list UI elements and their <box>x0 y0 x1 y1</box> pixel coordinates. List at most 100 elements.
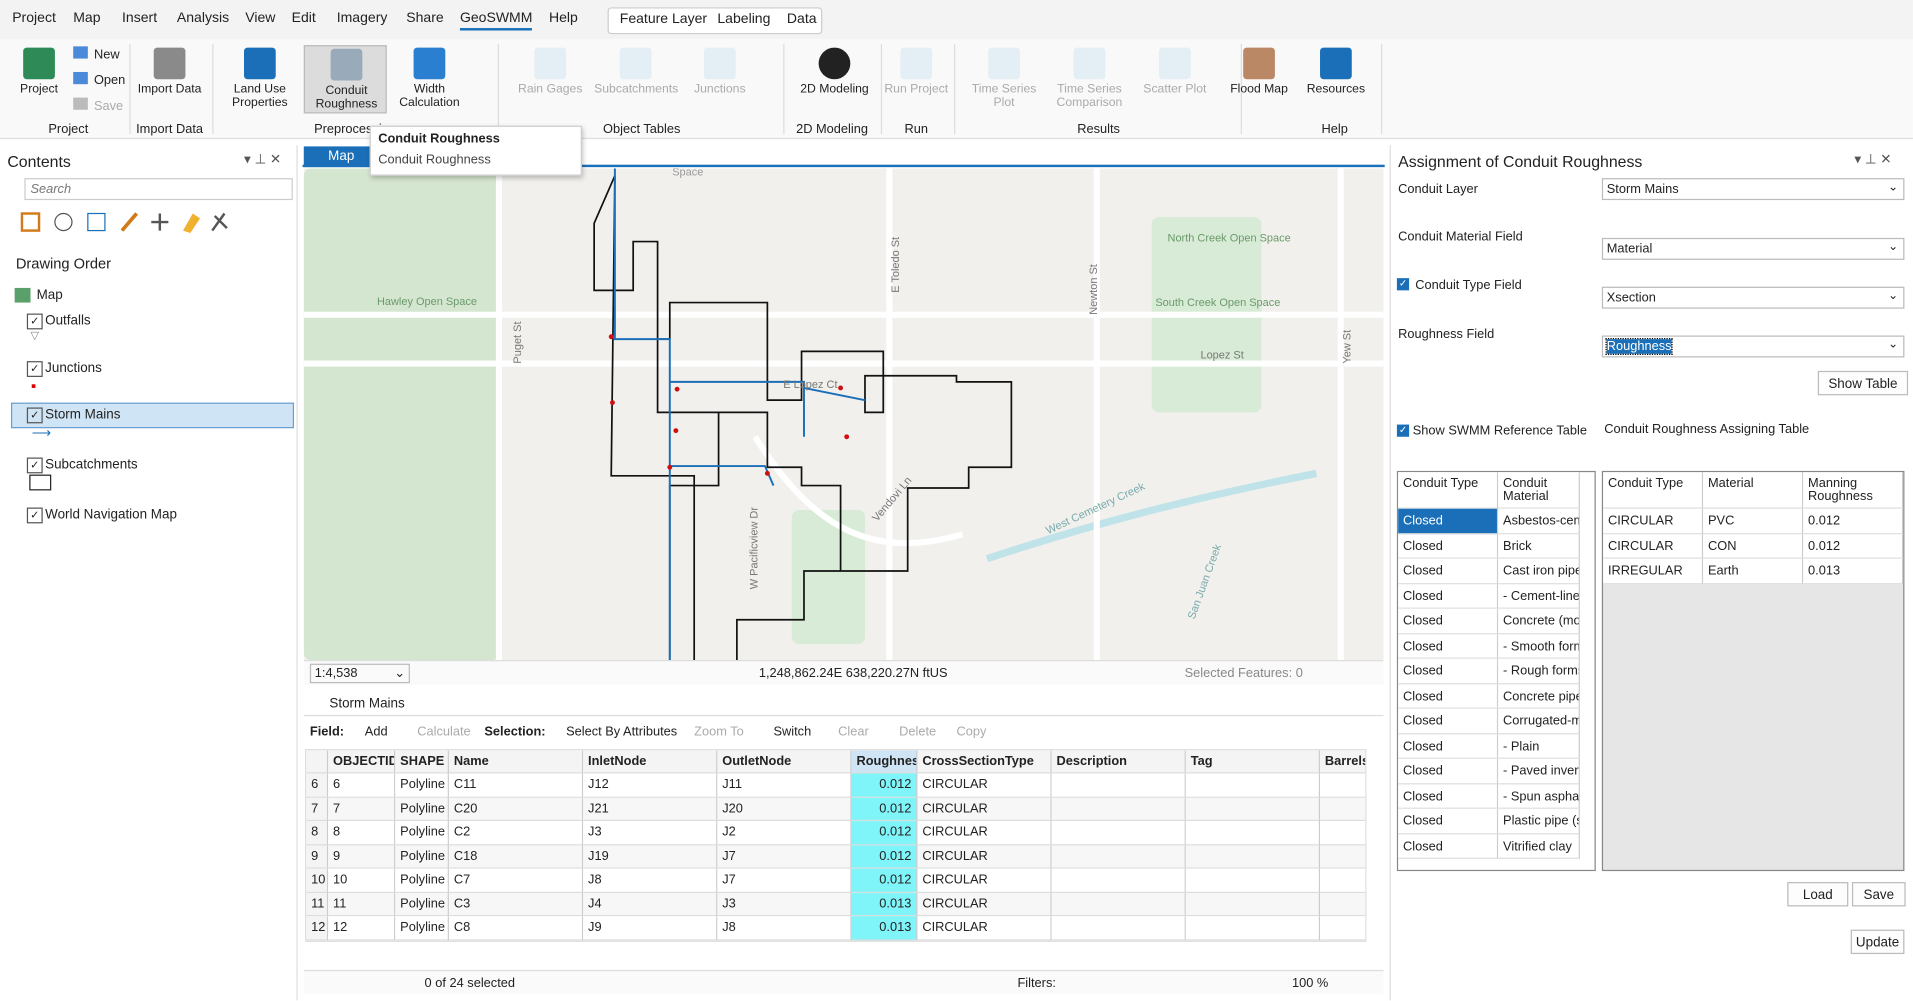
button[interactable]: Save <box>1851 882 1906 907</box>
layer-name[interactable]: Map <box>36 287 63 303</box>
toolbar-item[interactable]: Calculate <box>417 724 471 740</box>
ribbon-button-small[interactable]: New <box>73 46 120 68</box>
menu-tab[interactable]: Edit <box>291 10 316 26</box>
table-cell[interactable]: - Smooth form <box>1498 633 1580 659</box>
table-cell[interactable]: Vitrified clay <box>1498 833 1580 859</box>
search-box[interactable]: Search <box>24 178 293 201</box>
ribbon-button[interactable]: Junctions <box>678 45 761 113</box>
ribbon-button[interactable]: Rain Gages <box>509 45 592 113</box>
checkbox[interactable]: ✓ <box>1396 278 1410 291</box>
table-cell[interactable]: Earth <box>1703 558 1804 584</box>
table-cell[interactable]: IRREGULAR <box>1603 558 1704 584</box>
column-header[interactable]: OutletNode <box>717 750 852 774</box>
menu-tab[interactable]: GeoSWMM <box>459 11 533 31</box>
toolbar-item[interactable]: Delete <box>899 724 937 740</box>
context-tab[interactable]: Feature Layer <box>619 12 708 27</box>
map-tab[interactable]: Map <box>303 146 371 168</box>
table-cell[interactable]: - Cement-lined <box>1498 583 1580 609</box>
table-cell[interactable]: Closed <box>1398 658 1499 684</box>
menu-tab[interactable]: Imagery <box>336 10 388 26</box>
ribbon-button[interactable]: Time Series Plot <box>963 45 1046 113</box>
column-header[interactable]: CrossSectionType <box>917 750 1052 774</box>
checkbox[interactable]: ✓ <box>26 457 43 474</box>
table-cell[interactable]: CON <box>1703 533 1804 559</box>
table-cell[interactable]: Closed <box>1398 683 1499 709</box>
layer-name[interactable]: Junctions <box>45 361 102 376</box>
layer-name[interactable]: Outfalls <box>45 313 91 329</box>
dropdown[interactable]: Storm Mains ⌄ <box>1601 178 1905 201</box>
table-cell[interactable]: Closed <box>1398 708 1499 734</box>
menu-tab[interactable]: Analysis <box>176 10 230 26</box>
column-header[interactable]: Barrels <box>1320 750 1366 774</box>
ribbon-button[interactable]: Land Use Properties <box>218 45 301 113</box>
menu-tab[interactable]: Share <box>406 10 444 26</box>
table-cell[interactable]: Closed <box>1398 633 1499 659</box>
pane-controls[interactable]: ▾ ⊥ ✕ <box>244 152 282 168</box>
table-cell[interactable]: Closed <box>1398 808 1499 834</box>
table-cell[interactable]: Closed <box>1398 783 1499 809</box>
table-cell[interactable]: 0.012 <box>1803 508 1904 534</box>
column-header[interactable]: Tag <box>1185 750 1321 774</box>
toolbar-item[interactable]: Add <box>364 724 388 740</box>
context-tab[interactable]: Data <box>786 12 817 27</box>
ribbon-button[interactable]: Width Calculation <box>388 45 471 113</box>
table-cell[interactable]: Concrete (mon <box>1498 608 1580 634</box>
table-cell[interactable]: Closed <box>1398 733 1499 759</box>
checkbox[interactable]: ✓ <box>26 507 43 524</box>
table-cell[interactable]: Closed <box>1398 583 1499 609</box>
ribbon-button-small[interactable]: Save <box>73 97 123 120</box>
checkbox[interactable]: ✓ <box>1396 424 1410 437</box>
button[interactable]: Load <box>1787 882 1849 907</box>
toolbar-item[interactable]: Switch <box>773 724 812 740</box>
column-header[interactable]: Roughness <box>851 750 918 774</box>
table-cell[interactable]: CIRCULAR <box>1603 508 1704 534</box>
ribbon-button[interactable]: Subcatchments <box>594 45 678 113</box>
table-tab-label[interactable]: Storm Mains <box>329 696 405 712</box>
table-cell[interactable]: Brick <box>1498 533 1580 559</box>
table-cell[interactable]: - Spun asphalt <box>1498 783 1580 809</box>
dropdown[interactable]: Material ⌄ <box>1601 237 1905 260</box>
ribbon-button[interactable]: Time Series Comparison <box>1048 45 1131 113</box>
ribbon-button[interactable]: Resources <box>1294 45 1377 113</box>
checkbox[interactable]: ✓ <box>26 313 43 330</box>
table-cell[interactable]: Asbestos-ceme <box>1498 508 1580 534</box>
toolbar-item[interactable]: Clear <box>838 724 869 740</box>
menu-tab[interactable]: Help <box>549 10 578 26</box>
table-cell[interactable]: CIRCULAR <box>1603 533 1704 559</box>
checkbox[interactable]: ✓ <box>26 407 43 424</box>
toolbar-item[interactable]: Zoom To <box>694 724 744 740</box>
table-cell[interactable]: Closed <box>1398 758 1499 784</box>
column-header[interactable]: OBJECTID * <box>328 750 396 774</box>
menu-tab[interactable]: Project <box>12 10 56 26</box>
table-cell[interactable]: Closed <box>1398 833 1499 859</box>
column-header[interactable]: SHAPE * <box>395 750 449 774</box>
column-header[interactable]: Description <box>1051 750 1186 774</box>
button[interactable]: Update <box>1850 929 1905 955</box>
layer-name[interactable]: World Navigation Map <box>45 507 177 523</box>
menu-tab[interactable]: View <box>245 10 276 26</box>
dropdown[interactable]: Roughness ⌄ <box>1601 335 1905 358</box>
table-cell[interactable]: Plastic pipe (sr <box>1498 808 1580 834</box>
menu-tab[interactable]: Map <box>73 10 101 26</box>
map-canvas[interactable]: Puget St E Toledo St Newton St Lopez St Yew … <box>303 168 1384 661</box>
table-cell[interactable]: Corrugated-m <box>1498 708 1580 734</box>
ribbon-button[interactable]: Flood Map <box>1218 45 1301 113</box>
table-cell[interactable]: Closed <box>1398 608 1499 634</box>
ribbon-button-small[interactable]: Open <box>73 71 125 94</box>
layer-name[interactable]: Storm Mains <box>45 407 121 423</box>
dropdown[interactable]: Xsection ⌄ <box>1601 286 1905 309</box>
table-cell[interactable]: 0.012 <box>1803 533 1904 559</box>
scale-box[interactable]: 1:4,538 ⌄ <box>309 663 410 684</box>
checkbox[interactable]: ✓ <box>26 361 43 377</box>
column-header[interactable]: Name <box>448 750 584 774</box>
table-cell[interactable]: - Rough forms <box>1498 658 1580 684</box>
layer-name[interactable]: Subcatchments <box>45 457 138 473</box>
context-tab[interactable]: Labeling <box>717 12 771 27</box>
table-zoom[interactable]: 100 % <box>1291 976 1329 991</box>
table-cell[interactable]: - Plain <box>1498 733 1580 759</box>
column-header[interactable]: InletNode <box>583 750 718 774</box>
contents-toolbar[interactable] <box>15 209 247 238</box>
ribbon-button[interactable]: Run Project <box>875 45 958 113</box>
table-cell[interactable]: Cast iron pipe <box>1498 558 1580 584</box>
table-cell[interactable]: Concrete pipe <box>1498 683 1580 709</box>
